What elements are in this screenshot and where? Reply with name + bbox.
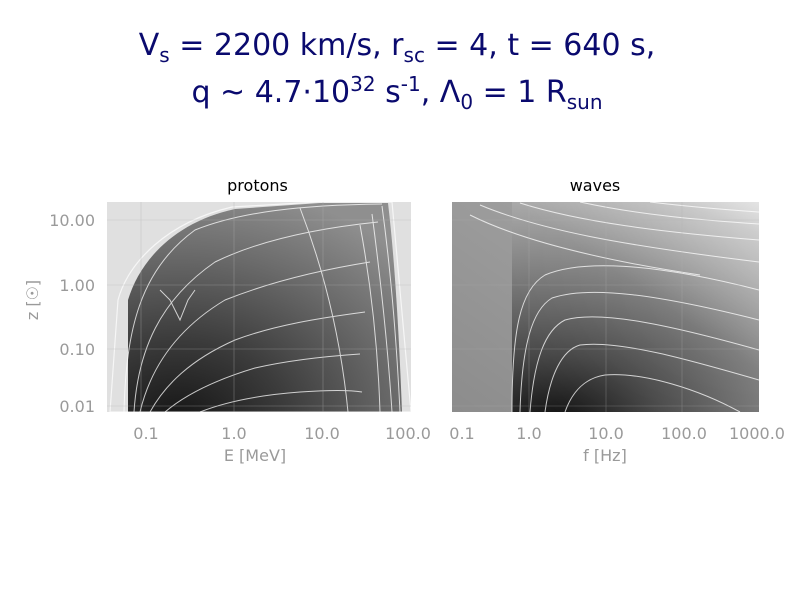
x-tick-label: 0.1: [133, 424, 158, 443]
waves-heatmap: [452, 202, 759, 412]
title-lambda: , Λ: [420, 75, 461, 110]
x-tick-label: 0.1: [449, 424, 474, 443]
protons-y-axis-label: z [☉]: [23, 280, 42, 320]
title-eq: = 1 R: [473, 75, 567, 110]
title-mid: = 2200 km/s, r: [169, 28, 404, 63]
y-tick-label: 10.00: [49, 211, 95, 230]
protons-x-axis-label: E [MeV]: [224, 446, 286, 465]
waves-x-axis-label: f [Hz]: [583, 446, 627, 465]
y-tick-label: 1.00: [59, 276, 95, 295]
y-tick-label: 0.10: [59, 340, 95, 359]
title-v-sub: s: [159, 43, 170, 67]
title-end: = 4, t = 640 s,: [424, 28, 656, 63]
title-q: q ~ 4.7·10: [191, 75, 351, 110]
protons-heatmap: [107, 202, 411, 412]
title-rsun-sub: sun: [566, 90, 603, 114]
x-tick-label: 1.0: [516, 424, 541, 443]
x-tick-label: 10.0: [588, 424, 624, 443]
title-v: V: [138, 28, 160, 63]
title-s-sup: -1: [400, 72, 421, 96]
title-r-sub: sc: [403, 43, 425, 67]
title-q-sup: 32: [350, 72, 376, 96]
title-s: s: [375, 75, 401, 110]
chart-title-line-1: Vs = 2200 km/s, rsc = 4, t = 640 s,: [0, 28, 794, 67]
x-tick-label: 100.0: [385, 424, 431, 443]
x-tick-label: 1.0: [221, 424, 246, 443]
waves-panel-title: waves: [569, 176, 621, 195]
x-tick-label: 1000.0: [729, 424, 785, 443]
y-tick-label: 0.01: [59, 397, 95, 416]
chart-title-line-2: q ~ 4.7·1032 s-1, Λ0 = 1 Rsun: [0, 72, 794, 114]
title-lambda-sub: 0: [460, 90, 474, 114]
x-tick-label: 10.0: [304, 424, 340, 443]
protons-panel-title: protons: [227, 176, 288, 195]
x-tick-label: 100.0: [661, 424, 707, 443]
